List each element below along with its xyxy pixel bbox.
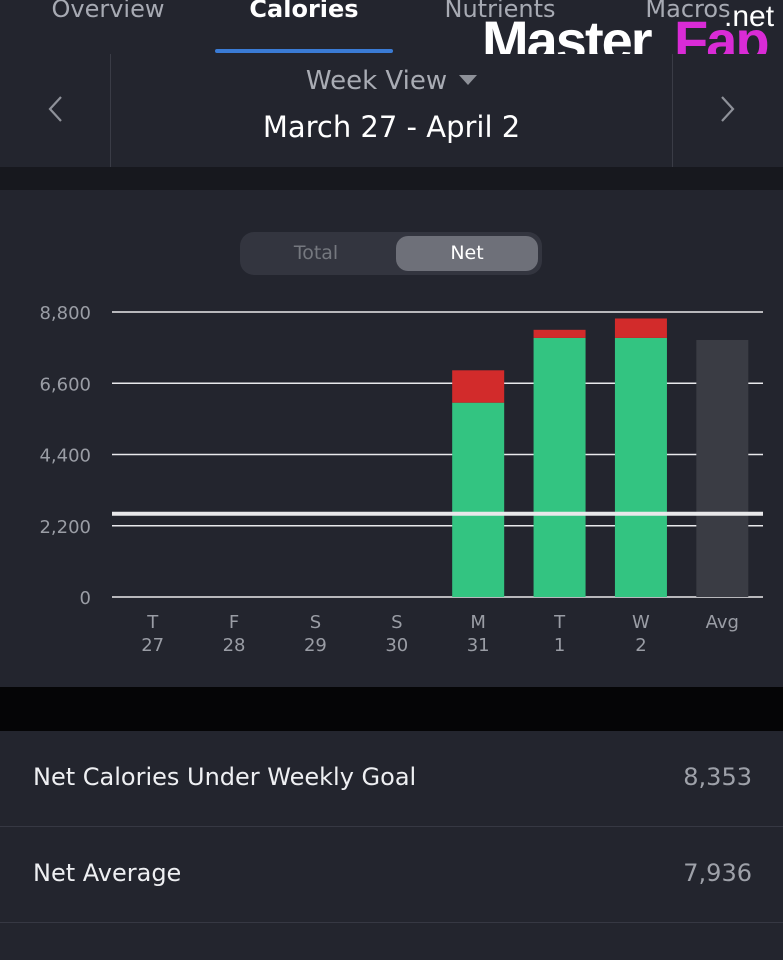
- calories-chart-card: Total Net 8,800 6,600 4,400 2,200 0 T 27 F 28 S 29…: [0, 190, 783, 687]
- active-tab-indicator: [215, 49, 393, 53]
- bar-over-goal: [614, 318, 667, 338]
- x-tick-day-label: T: [146, 612, 159, 633]
- tab-nutrients[interactable]: Nutrients: [444, 0, 556, 23]
- x-tick-date-label: 1: [554, 635, 565, 656]
- summary-value: 8,353: [683, 763, 752, 791]
- date-navigator: Week View March 27 - April 2: [0, 54, 783, 167]
- total-net-toggle: Total Net: [240, 232, 542, 275]
- bar-under-goal: [533, 337, 586, 597]
- week-view-dropdown[interactable]: Week View: [0, 66, 783, 96]
- x-tick-date-label: 31: [467, 635, 490, 656]
- watermark-net: .net: [724, 0, 775, 33]
- week-view-label: Week View: [305, 66, 448, 96]
- x-tick-date-label: 29: [304, 635, 327, 656]
- section-separator: [0, 687, 783, 731]
- bar-under-goal: [452, 402, 505, 597]
- y-tick-label: 0: [80, 588, 91, 609]
- chevron-left-icon[interactable]: [44, 94, 68, 124]
- caret-down-icon: [459, 75, 478, 85]
- x-tick-day-label: W: [632, 612, 650, 633]
- y-tick-label: 8,800: [39, 303, 91, 324]
- x-tick-date-label: 27: [141, 635, 164, 656]
- x-tick-day-label: S: [310, 612, 321, 633]
- toggle-total[interactable]: Total: [293, 242, 339, 264]
- section-separator: [0, 167, 783, 190]
- x-tick-day-label: T: [553, 612, 566, 633]
- tab-calories[interactable]: Calories: [249, 0, 359, 23]
- x-tick-date-label: 2: [635, 635, 646, 656]
- calories-bar-chart: 8,8006,6004,4002,2000T27F28S29S30M31T1W2…: [39, 303, 763, 656]
- bar-under-goal: [614, 337, 667, 597]
- x-tick-day-label: Avg: [706, 612, 739, 633]
- toggle-net[interactable]: Net: [396, 236, 538, 271]
- tab-bar: Overview Calories Nutrients Macros: [0, 0, 783, 54]
- y-tick-label: 6,600: [39, 374, 91, 395]
- summary-label: Net Average: [33, 859, 182, 887]
- tab-overview[interactable]: Overview: [51, 0, 165, 23]
- x-tick-day-label: F: [229, 612, 239, 633]
- date-range-label: March 27 - April 2: [262, 110, 521, 144]
- y-tick-label: 4,400: [39, 446, 91, 467]
- divider: [672, 54, 673, 167]
- summary-row-net-average: Net Average 7,936: [0, 827, 783, 923]
- x-tick-date-label: 30: [385, 635, 408, 656]
- chevron-right-icon[interactable]: [715, 94, 739, 124]
- divider: [110, 54, 111, 167]
- tab-macros[interactable]: Macros: [645, 0, 731, 23]
- y-tick-label: 2,200: [39, 517, 91, 538]
- bar-over-goal: [533, 329, 586, 338]
- x-tick-day-label: M: [470, 612, 486, 633]
- x-tick-day-label: S: [391, 612, 402, 633]
- bar-average: [696, 339, 749, 597]
- x-tick-date-label: 28: [223, 635, 246, 656]
- bar-over-goal: [452, 370, 505, 403]
- summary-label: Net Calories Under Weekly Goal: [33, 763, 417, 791]
- summary-value: 7,936: [683, 859, 752, 887]
- summary-row-under-goal: Net Calories Under Weekly Goal 8,353: [0, 731, 783, 827]
